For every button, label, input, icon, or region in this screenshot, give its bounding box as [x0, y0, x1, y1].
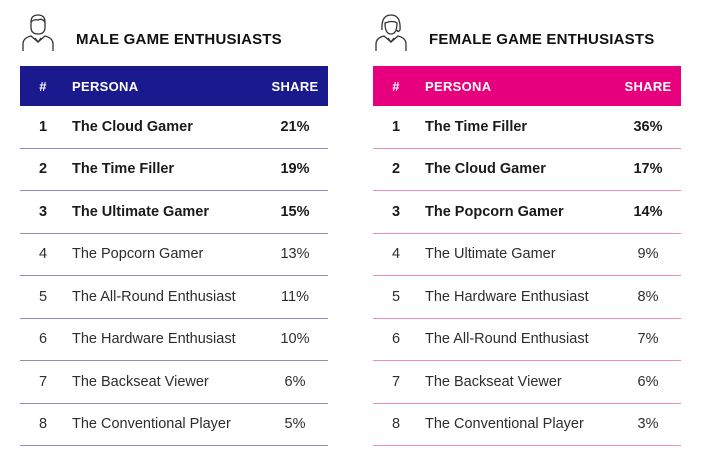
share-cell: 6%: [284, 373, 306, 390]
rank-cell: 3: [38, 203, 48, 220]
persona-cell: The Ultimate Gamer: [425, 246, 556, 263]
persona-cell: The Conventional Player: [72, 416, 231, 433]
table-row: 6 The Hardware Enthusiast 10%: [20, 318, 328, 361]
table-row: 3 The Ultimate Gamer 15%: [20, 191, 328, 233]
column-header-persona: PERSONA: [419, 66, 615, 106]
table-row: 5 The Hardware Enthusiast 8%: [373, 276, 681, 318]
persona-cell: The Backseat Viewer: [425, 373, 562, 390]
table-header-row: # PERSONA SHARE: [20, 66, 328, 106]
rank-cell: 4: [38, 246, 48, 263]
persona-cell: The Time Filler: [425, 118, 528, 135]
rank-cell: 8: [391, 416, 401, 433]
table-row: 5 The All-Round Enthusiast 11%: [20, 276, 328, 318]
share-cell: 19%: [280, 161, 310, 178]
share-cell: 3%: [637, 416, 659, 433]
share-cell: 8%: [637, 288, 659, 305]
persona-cell: The Time Filler: [72, 161, 175, 178]
rank-cell: 2: [391, 161, 401, 178]
column-header-rank: #: [20, 66, 66, 106]
persona-cell: The Hardware Enthusiast: [72, 331, 236, 348]
female-persona-table: # PERSONA SHARE 1 The Time Filler 36% 2 The …: [373, 66, 681, 446]
female-panel-header: FEMALE GAME ENTHUSIASTS: [373, 0, 681, 66]
persona-cell: The All-Round Enthusiast: [425, 331, 589, 348]
male-panel-title: MALE GAME ENTHUSIASTS: [76, 31, 282, 48]
share-cell: 7%: [637, 331, 659, 348]
rank-cell: 4: [391, 246, 401, 263]
table-row: 1 The Cloud Gamer 21%: [20, 106, 328, 148]
share-cell: 10%: [280, 331, 310, 348]
female-panel-title: FEMALE GAME ENTHUSIASTS: [429, 31, 655, 48]
share-cell: 13%: [280, 246, 310, 263]
female-table-body: 1 The Time Filler 36% 2 The Cloud Gamer 17% 3 T…: [373, 106, 681, 446]
male-person-icon: [22, 14, 54, 51]
table-header-row: # PERSONA SHARE: [373, 66, 681, 106]
table-row: 4 The Popcorn Gamer 13%: [20, 233, 328, 276]
share-cell: 6%: [637, 373, 659, 390]
table-row: 7 The Backseat Viewer 6%: [20, 361, 328, 403]
persona-cell: The Popcorn Gamer: [72, 246, 204, 263]
persona-cell: The Hardware Enthusiast: [425, 288, 589, 305]
rank-cell: 2: [38, 161, 48, 178]
share-cell: 36%: [633, 118, 663, 135]
share-cell: 14%: [633, 203, 663, 220]
male-panel-header: MALE GAME ENTHUSIASTS: [20, 0, 328, 66]
persona-cell: The All-Round Enthusiast: [72, 288, 236, 305]
persona-cell: The Cloud Gamer: [72, 118, 193, 135]
table-row: 3 The Popcorn Gamer 14%: [373, 191, 681, 233]
male-table-body: 1 The Cloud Gamer 21% 2 The Time Filler 19% 3 T…: [20, 106, 328, 446]
share-cell: 9%: [637, 246, 659, 263]
rank-cell: 6: [38, 331, 48, 348]
persona-cell: The Conventional Player: [425, 416, 584, 433]
column-header-rank: #: [373, 66, 419, 106]
rank-cell: 5: [391, 288, 401, 305]
table-row: 1 The Time Filler 36%: [373, 106, 681, 148]
column-header-persona: PERSONA: [66, 66, 262, 106]
share-cell: 15%: [280, 203, 310, 220]
column-header-share: SHARE: [262, 66, 328, 106]
rank-cell: 6: [391, 331, 401, 348]
share-cell: 11%: [281, 288, 309, 305]
table-row: 4 The Ultimate Gamer 9%: [373, 233, 681, 276]
persona-cell: The Ultimate Gamer: [72, 203, 209, 220]
table-row: 8 The Conventional Player 3%: [373, 403, 681, 446]
share-cell: 21%: [280, 118, 310, 135]
persona-cell: The Popcorn Gamer: [425, 203, 564, 220]
persona-cell: The Backseat Viewer: [72, 373, 209, 390]
rank-cell: 8: [38, 416, 48, 433]
male-panel: MALE GAME ENTHUSIASTS # PERSONA SHARE 1 T…: [20, 0, 328, 446]
table-row: 6 The All-Round Enthusiast 7%: [373, 318, 681, 361]
rank-cell: 3: [391, 203, 401, 220]
rank-cell: 1: [38, 118, 48, 135]
share-cell: 5%: [284, 416, 306, 433]
female-panel: FEMALE GAME ENTHUSIASTS # PERSONA SHARE …: [373, 0, 681, 446]
share-cell: 17%: [633, 161, 663, 178]
rank-cell: 1: [391, 118, 401, 135]
rank-cell: 7: [391, 373, 401, 390]
rank-cell: 7: [38, 373, 48, 390]
table-row: 2 The Time Filler 19%: [20, 148, 328, 191]
table-row: 8 The Conventional Player 5%: [20, 403, 328, 446]
male-persona-table: # PERSONA SHARE 1 The Cloud Gamer 21% 2 The …: [20, 66, 328, 446]
table-row: 7 The Backseat Viewer 6%: [373, 361, 681, 403]
persona-cell: The Cloud Gamer: [425, 161, 546, 178]
table-row: 2 The Cloud Gamer 17%: [373, 148, 681, 191]
rank-cell: 5: [38, 288, 48, 305]
column-header-share: SHARE: [615, 66, 681, 106]
female-person-icon: [375, 14, 407, 51]
